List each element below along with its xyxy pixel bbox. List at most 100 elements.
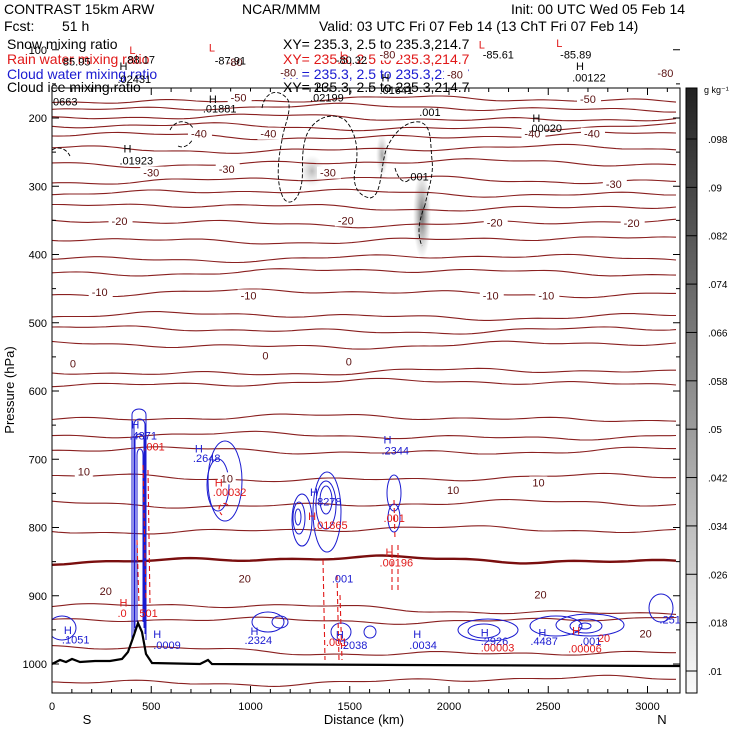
extremum-value-label: .02431 [118,74,152,86]
extremum-value-label: 20 [598,633,610,645]
cloud-water-contour [467,623,501,639]
temperature-label: -30 [320,168,336,180]
temperature-isotherm [52,674,676,687]
extremum-value-label: .02199 [310,93,344,105]
high-marker: H [123,144,131,156]
low-marker: L [340,50,346,62]
colorbar: g kg⁻¹ .098 .09 .082 .074 .066 .058 .05 .042 .03… [685,85,729,694]
temperature-isotherm [52,203,677,212]
temperature-label-bg [227,91,252,104]
field-name-snow: Snow mixing ratio [7,36,118,52]
rain-contour [218,502,229,516]
snow-contour [52,147,71,157]
extremum-value-label: -87.91 [215,56,246,68]
plot-area: 0 500 1000 1500 2000 2500 30001002003004005006… [23,38,681,713]
temperature-label: 10 [221,473,233,485]
low-marker: L [209,43,215,55]
temperature-label-bg [342,355,355,368]
high-marker: H [336,630,344,642]
temperature-label-bg [277,66,302,79]
temperature-isotherm [52,218,677,229]
y-tick-label: 300 [29,181,47,193]
cloud-water-contour [136,448,144,622]
y-axis-title: Pressure (hPa) [2,346,17,433]
high-marker: H [413,629,421,641]
header-fcst-value: 51 h [62,18,90,34]
extremum-value-label: .01865 [314,520,348,532]
temperature-isotherm [52,645,676,656]
cloud-water-contour [319,485,333,515]
temperature-label-bg [140,166,165,179]
temperature-isotherm [52,175,677,185]
temperature-label: -40 [260,129,276,141]
rain-contour [393,499,396,541]
y-tick-label: 600 [29,386,47,398]
temperature-label: -10 [92,287,108,299]
extremum-value-label: .0 [118,608,127,620]
cloud-water-contour [555,613,625,637]
low-marker: L [479,39,485,51]
extremum-value-label: .4487 [530,636,558,648]
temperature-label-bg [66,357,79,370]
temperature-isotherm [52,102,676,113]
temperature-label: -20 [624,218,640,230]
temperature-isotherm [52,325,677,335]
x-axis-south-label: S [83,712,92,727]
cloud-water-contour [134,433,145,628]
temperature-label-bg [257,127,282,140]
temperature-isotherm [52,413,677,422]
temperature-label-bg [529,476,548,489]
temperature-isotherm [52,603,677,615]
y-tick-label: 500 [29,318,47,330]
temperature-label: -10 [241,290,257,302]
y-tick-label: 800 [29,523,47,535]
snow-contour [299,115,371,199]
temperature-isotherm [52,95,677,104]
temperature-label: -20 [338,215,354,227]
high-marker: H [153,629,161,641]
temperature-label: -80 [447,69,463,81]
temperature-label-bg [535,289,560,302]
high-marker: H [576,61,584,73]
extremum-value-label: .00122 [572,73,606,85]
x-tick-label: 0 [49,701,55,713]
temperature-label-bg [636,627,655,640]
extremum-value-label: .8278 [314,497,342,509]
temperature-label-bg [577,92,602,105]
temperature-label: 0 [70,359,76,371]
temperature-label: -50 [580,94,596,106]
temperature-label: -30 [143,168,159,180]
colorbar-label: .082 [708,232,728,243]
temperature-isotherm [52,188,676,198]
extremum-value-label: .0009 [153,640,181,652]
extremum-value-label: .0034 [409,640,437,652]
temperature-isotherm [52,122,677,132]
extremum-value-label: .1051 [62,634,90,646]
extremum-value-label: .00032 [213,487,247,499]
y-tick-label: 1000 [23,659,47,671]
y-tick-label: 200 [29,113,47,125]
temperature-label-bg [74,465,93,478]
x-axis-north-label: N [657,712,666,727]
temperature-label-bg [479,289,504,302]
colorbar-ramp [685,87,698,694]
high-marker: H [251,626,259,638]
temperature-label-bg [521,127,546,140]
x-tick-label: 1000 [238,701,262,713]
temperature-label: 10 [447,485,459,497]
temperature-label: -30 [606,179,622,191]
snow-contour [394,167,411,182]
extremum-value-label: .00196 [380,557,414,569]
temperature-isotherm [52,253,677,264]
high-marker: H [119,598,127,610]
temperature-label-bg [334,214,359,227]
colorbar-label: .074 [708,280,728,291]
extremum-value-label: .2038 [340,640,368,652]
temperature-label: -20 [487,217,503,229]
temperature-label-bg [483,216,508,229]
cloud-water-contour [291,493,313,547]
cloud-water-contour [386,474,402,512]
temperature-isotherm [52,236,677,245]
y-tick-label: 400 [29,250,47,262]
extremum-value-label: 501 [139,608,157,620]
